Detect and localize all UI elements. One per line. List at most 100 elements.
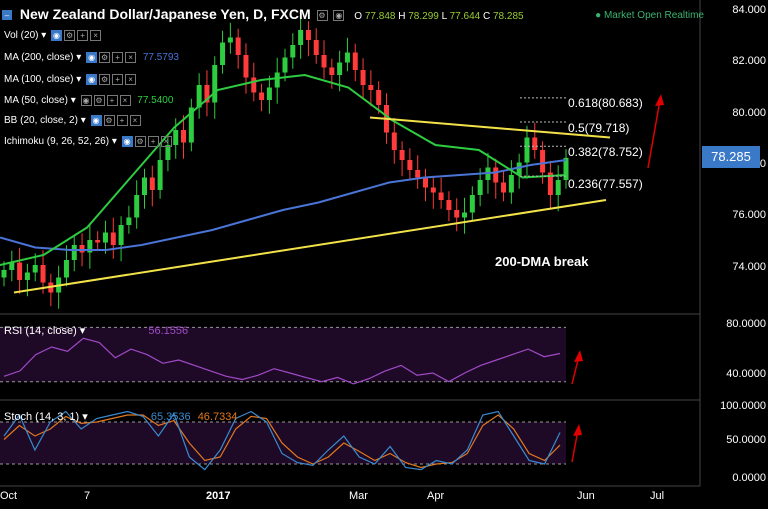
stoch-tick-label: 0.0000 xyxy=(732,472,766,484)
candle-body xyxy=(118,225,124,245)
candle-body xyxy=(204,85,210,103)
candle-body xyxy=(126,217,132,225)
candle-body xyxy=(149,177,155,190)
candle-body xyxy=(259,92,265,100)
indicator-ma100[interactable]: MA (100, close) ▾ ◉ ⚙ + × xyxy=(4,74,137,85)
stoch-tick-label: 100.0000 xyxy=(720,400,766,412)
rsi-tick-label: 80.0000 xyxy=(726,318,766,330)
last-price-tag: 78.285 xyxy=(702,146,760,168)
candle-body xyxy=(508,175,514,193)
candle-body xyxy=(1,270,7,278)
candle-body xyxy=(71,245,77,260)
resistance-trendline xyxy=(369,116,611,139)
indicator-ma200[interactable]: MA (200, close) ▾ ◉ ⚙ + × 77.5793 xyxy=(4,52,179,64)
candle-body xyxy=(344,52,350,63)
add-icon: + xyxy=(116,115,128,126)
symbol-title: New Zealand Dollar/Japanese Yen, D, FXCM xyxy=(19,6,311,22)
indicator-bb[interactable]: BB (20, close, 2) ▾ ◉ ⚙ + × xyxy=(4,115,141,126)
candle-body xyxy=(196,85,202,108)
candle-body xyxy=(40,265,46,283)
candle-body xyxy=(282,57,288,73)
candle-body xyxy=(24,272,30,280)
candle-body xyxy=(251,77,257,93)
add-icon: + xyxy=(147,136,159,147)
settings-icon: ⚙ xyxy=(99,52,111,63)
support-trendline xyxy=(13,199,607,294)
indicator-ma50[interactable]: MA (50, close) ▾ ◉ ⚙ + × 77.5400 xyxy=(4,95,174,107)
candle-body xyxy=(329,67,335,75)
rsi-label[interactable]: RSI (14, close) ▾ 56.1556 xyxy=(4,325,189,337)
eye-icon: ◉ xyxy=(86,74,98,85)
candle-body xyxy=(438,192,444,200)
rsi-arrow-head xyxy=(574,350,583,362)
settings-icon: ⚙ xyxy=(93,95,105,106)
candle-body xyxy=(454,210,460,218)
candle-body xyxy=(532,137,538,150)
candle-body xyxy=(110,232,116,245)
stoch-label[interactable]: Stoch (14, 3, 1) ▾ 65.3536 46.7334 xyxy=(4,411,238,423)
ma50-line xyxy=(0,73,567,266)
candle-body xyxy=(87,240,93,253)
stoch-d-line xyxy=(3,414,561,469)
candle-body xyxy=(407,160,413,170)
rsi-band xyxy=(0,327,566,382)
close-icon: × xyxy=(160,136,172,147)
candle-body xyxy=(165,145,171,160)
candle-body xyxy=(391,132,397,150)
candle-body xyxy=(501,182,507,193)
fib-label: 0.382(78.752) xyxy=(568,145,643,159)
candle-body xyxy=(368,85,374,90)
candle-body xyxy=(305,30,311,40)
time-tick-label: Mar xyxy=(349,490,368,502)
price-tick-label: 84.000 xyxy=(732,4,766,16)
candle-body xyxy=(298,30,304,45)
price-tick-label: 74.000 xyxy=(732,261,766,273)
collapse-icon[interactable]: – xyxy=(2,10,12,21)
candle-body xyxy=(493,167,499,183)
candle-body xyxy=(446,200,452,210)
indicator-vol[interactable]: Vol (20) ▾ ◉ ⚙ + × xyxy=(4,30,102,41)
settings-icon[interactable]: ⚙ xyxy=(316,9,328,21)
settings-icon: ⚙ xyxy=(64,30,76,41)
trend-arrow-head xyxy=(655,94,664,106)
ohlc-readout: O 77.848 H 78.299 L 77.644 C 78.285 xyxy=(354,11,524,22)
close-icon: × xyxy=(119,95,131,106)
candle-body xyxy=(376,90,382,105)
candle-body xyxy=(399,150,405,160)
candle-body xyxy=(266,87,272,100)
rsi-line xyxy=(3,337,561,385)
close-icon: × xyxy=(125,52,137,63)
candle-body xyxy=(212,65,218,103)
annotation-200dma-break: 200-DMA break xyxy=(495,254,589,269)
add-icon: + xyxy=(112,52,124,63)
eye-icon[interactable]: ◉ xyxy=(333,9,345,21)
add-icon: + xyxy=(77,30,89,41)
candle-body xyxy=(102,232,108,243)
candle-body xyxy=(469,195,475,213)
candle-body xyxy=(17,262,23,280)
candle-body xyxy=(313,40,319,55)
time-tick-label: Oct xyxy=(0,490,18,502)
stoch-arrow-head xyxy=(573,424,582,436)
candle-body xyxy=(173,130,179,145)
indicator-ichimoku[interactable]: Ichimoku (9, 26, 52, 26) ▾ ◉ ⚙ + × xyxy=(4,136,172,147)
time-tick-label: Jun xyxy=(577,490,595,502)
candle-body xyxy=(243,55,249,78)
candle-body xyxy=(337,62,343,75)
candle-body xyxy=(220,42,226,65)
candle-body xyxy=(181,130,187,143)
candle-body xyxy=(360,70,366,85)
candle-body xyxy=(274,72,280,88)
add-icon: + xyxy=(106,95,118,106)
candle-body xyxy=(134,195,140,218)
candle-body xyxy=(321,55,327,68)
candle-body xyxy=(547,172,553,195)
settings-icon: ⚙ xyxy=(103,115,115,126)
eye-icon: ◉ xyxy=(90,115,102,126)
candle-body xyxy=(477,180,483,195)
candle-body xyxy=(415,170,421,178)
candle-body xyxy=(142,177,147,195)
candle-body xyxy=(555,180,561,195)
market-status: ● Market Open Realtime xyxy=(595,10,704,21)
